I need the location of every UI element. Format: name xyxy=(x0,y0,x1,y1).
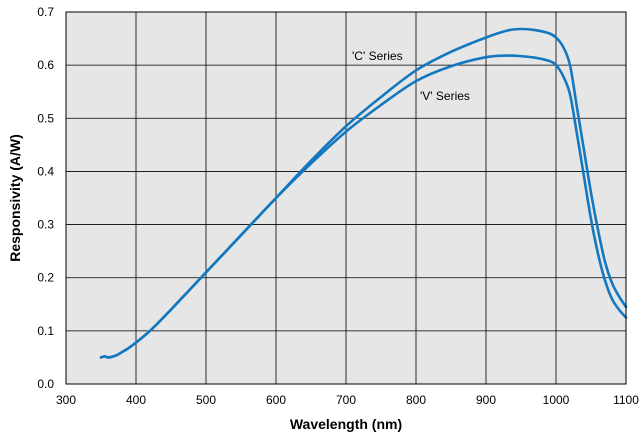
x-tick-label: 600 xyxy=(266,393,286,407)
x-axis-title: Wavelength (nm) xyxy=(290,416,402,432)
y-tick-label: 0.1 xyxy=(37,324,54,338)
y-axis-title: Responsivity (A/W) xyxy=(7,134,23,262)
annotation-v-series: 'V' Series xyxy=(420,89,470,103)
y-tick-label: 0.4 xyxy=(37,164,54,178)
y-tick-label: 0.5 xyxy=(37,111,54,125)
series-lines xyxy=(99,27,628,359)
x-tick-label: 800 xyxy=(406,393,426,407)
x-tick-label: 400 xyxy=(126,393,146,407)
x-tick-label: 500 xyxy=(196,393,216,407)
y-tick-label: 0.6 xyxy=(37,58,54,72)
y-tick-label: 0.7 xyxy=(37,5,54,19)
x-tick-label: 700 xyxy=(336,393,356,407)
x-tick-label: 1100 xyxy=(613,393,639,407)
y-tick-labels: 0.0 0.1 0.2 0.3 0.4 0.5 0.6 0.7 xyxy=(37,5,54,391)
y-tick-label: 0.0 xyxy=(37,377,54,391)
x-tick-label: 300 xyxy=(56,393,76,407)
y-tick-label: 0.3 xyxy=(37,218,54,232)
x-tick-labels: 300 400 500 600 700 800 900 1000 1100 xyxy=(56,393,639,407)
x-tick-label: 1000 xyxy=(543,393,570,407)
x-tick-label: 900 xyxy=(476,393,496,407)
y-tick-label: 0.2 xyxy=(37,271,54,285)
v-series-line xyxy=(99,54,628,359)
plot-frame xyxy=(65,11,627,385)
annotation-c-series: 'C' Series xyxy=(352,49,403,63)
